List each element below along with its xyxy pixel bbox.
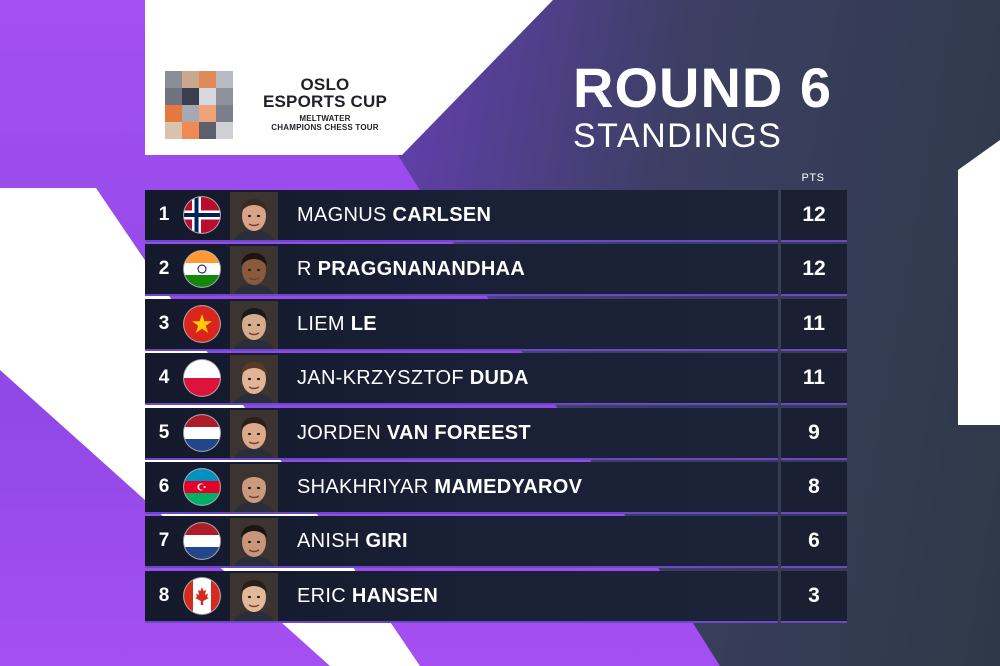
player-points: 11 [781,298,847,351]
player-name: LIEM LE [297,299,377,349]
standings-row: 1 MAGNUS CARLSEN 12 [145,190,847,242]
player-last-name: LE [350,312,377,335]
player-points: 6 [781,516,847,569]
player-first-name: ANISH [297,530,360,553]
player-first-name: SHAKHRIYAR [297,475,429,498]
player-points: 12 [781,244,847,297]
player-last-name: GIRI [365,530,408,553]
rank-number: 3 [158,312,170,334]
standings-row: 4 JAN-KRZYSZTOF DUDA 11 [145,353,847,406]
player-photo-icon [230,409,278,458]
player-last-name: VAN FOREEST [386,421,531,444]
player-photo-icon [230,463,278,512]
player-name: R PRAGGNANANDHAA [297,244,525,294]
norway-flag-icon [184,197,220,233]
standings-row: 3 LIEM LE 11 [145,298,847,351]
poland-flag-icon [184,360,220,397]
event-logo-text: OSLO ESPORTS CUP MELTWATER CHAMPIONS CHE… [250,76,400,132]
player-last-name: HANSEN [351,584,439,607]
player-points: 3 [781,570,847,623]
standings-row: 2 R PRAGGNANANDHAA 12 [145,244,847,297]
player-points: 11 [781,353,847,406]
india-flag-icon [184,251,220,288]
logo-title-line1: OSLO [300,75,350,94]
standings-table: 1 MAGNUS CARLSEN 12 2 R PRAGGNANANDHAA 12 3 LIE… [145,190,847,625]
rank-number: 7 [158,530,170,552]
player-last-name: MAMEDYAROV [434,475,583,498]
row-player-cell: 7 ANISH GIRI [145,516,778,569]
standings-row: 5 JORDEN VAN FOREEST 9 [145,407,847,460]
player-first-name: ERIC [297,584,346,607]
player-photo-icon [230,246,278,295]
points-column-header: PTS [801,172,825,184]
rank-number: 1 [158,204,170,225]
logo-sub-line1: MELTWATER [299,114,351,123]
player-points: 12 [781,190,847,242]
standings-row: 8 ERIC HANSEN 3 [145,570,847,623]
standings-row: 6 SHAKHRIYAR MAMEDYAROV 8 [145,461,847,514]
standings-subtitle: STANDINGS [573,117,783,155]
netherlands-flag-icon [184,414,220,451]
player-name: JAN-KRZYSZTOF DUDA [297,353,529,403]
rank-number: 6 [158,475,170,497]
player-name: ANISH GIRI [297,516,408,566]
player-first-name: LIEM [297,312,345,335]
row-player-cell: 2 R PRAGGNANANDHAA [145,244,778,297]
standings-row: 7 ANISH GIRI 6 [145,516,847,569]
logo-sub-line2: CHAMPIONS CHESS TOUR [271,123,379,132]
player-points: 8 [781,461,847,514]
rank-number: 5 [158,421,170,443]
player-first-name: MAGNUS [297,204,387,226]
player-name: JORDEN VAN FOREEST [297,408,531,458]
row-player-cell: 3 LIEM LE [145,298,778,351]
event-logo-icon [165,71,233,139]
player-last-name: DUDA [469,367,529,390]
canada-flag-icon [184,577,220,614]
row-player-cell: 8 ERIC HANSEN [145,570,778,623]
round-title: ROUND 6 [573,56,833,119]
player-points: 9 [781,407,847,460]
row-player-cell: 5 JORDEN VAN FOREEST [145,407,778,460]
player-first-name: R [297,258,312,281]
logo-title-line2: ESPORTS CUP [262,92,388,111]
rank-number: 8 [158,584,170,606]
player-photo-icon [230,300,278,349]
row-player-cell: 4 JAN-KRZYSZTOF DUDA [145,353,778,406]
player-first-name: JORDEN [297,421,382,444]
rank-number: 2 [158,258,170,280]
headline: ROUND 6 STANDINGS [573,56,833,155]
player-first-name: JAN-KRZYSZTOF [297,367,464,390]
player-name: MAGNUS CARLSEN [297,190,491,240]
player-photo-icon [230,192,278,240]
row-player-cell: 6 SHAKHRIYAR MAMEDYAROV [145,461,778,514]
player-name: SHAKHRIYAR MAMEDYAROV [297,462,582,512]
row-player-cell: 1 MAGNUS CARLSEN [145,190,778,242]
vietnam-flag-icon [184,305,220,342]
player-last-name: PRAGGNANANDHAA [317,258,526,281]
netherlands-flag-icon [184,523,220,560]
player-photo-icon [230,518,278,567]
player-name: ERIC HANSEN [297,571,438,621]
player-photo-icon [230,355,278,404]
rank-number: 4 [158,367,170,389]
azerbaijan-flag-icon [184,468,220,505]
player-last-name: CARLSEN [392,204,492,226]
player-photo-icon [230,572,278,621]
